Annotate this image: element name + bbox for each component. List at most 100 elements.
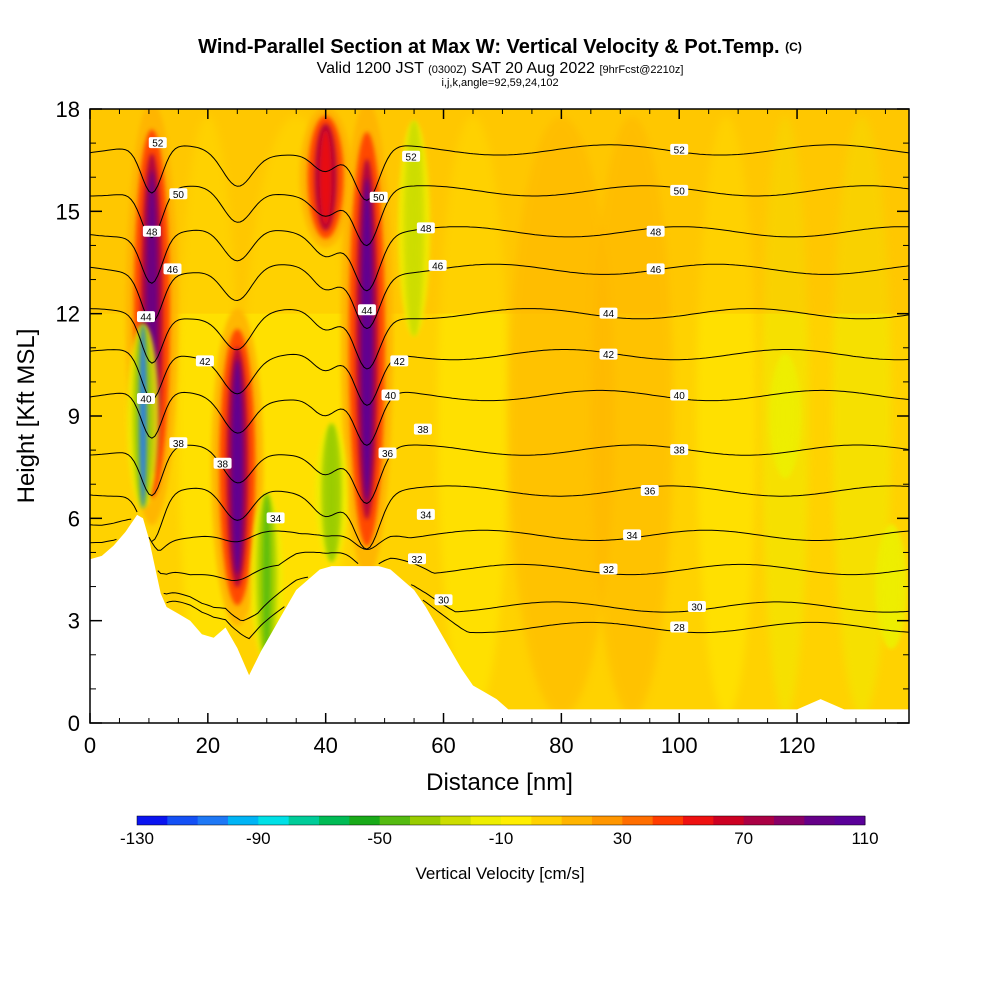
x-tick-label: 100 [661, 733, 698, 758]
contour-label-44: 44 [599, 307, 618, 320]
contour-label-50: 50 [369, 191, 388, 204]
colorbar-swatch [531, 816, 563, 825]
terrain-fill [90, 514, 909, 723]
contour-label-bg [413, 423, 432, 435]
contour-label-50: 50 [670, 184, 689, 197]
contour-label-46: 46 [428, 259, 447, 272]
contour-label-bg [428, 259, 447, 271]
theta-contour-36 [90, 485, 909, 550]
contour-label-bg [670, 444, 689, 456]
theta-contour-44 [90, 308, 909, 370]
contour-label-bg [136, 392, 155, 404]
contour-label-text: 42 [394, 357, 406, 368]
x-tick-label: 0 [84, 733, 96, 758]
contour-label-text: 44 [140, 313, 152, 324]
theta-contour-30 [163, 576, 909, 622]
contour-label-text: 46 [167, 265, 179, 276]
field-band [508, 116, 615, 716]
contour-label-bg [599, 563, 618, 575]
colorbar-swatch [774, 816, 805, 825]
contour-label-30: 30 [687, 601, 706, 614]
contour-label-bg [163, 263, 182, 275]
contour-label-text: 30 [691, 603, 703, 614]
contour-label-bg [142, 225, 161, 237]
chart-title: Wind-Parallel Section at Max W: Vertical… [0, 36, 1000, 58]
contour-label-bg [416, 222, 435, 234]
contour-labels: 28 30 32 34 36 38 40 42 44 46 48 50 52 52 50 48 46 44 42 40… [136, 137, 706, 634]
contour-label-bg [599, 348, 618, 360]
contour-label-38: 38 [213, 457, 232, 470]
contour-label-text: 46 [432, 261, 444, 272]
contour-label-38: 38 [169, 437, 188, 450]
forecast-info: [9hrFcst@2210z] [599, 64, 684, 76]
updraft-core [360, 178, 373, 501]
contour-label-bg [646, 263, 665, 275]
contour-label-text: 52 [674, 145, 686, 156]
contour-label-36: 36 [640, 485, 659, 498]
contour-label-bg [599, 307, 618, 319]
contour-label-34: 34 [623, 529, 642, 542]
contour-label-text: 52 [406, 152, 418, 163]
theta-contours [90, 144, 909, 640]
x-tick-label: 40 [313, 733, 337, 758]
contour-label-52: 52 [148, 137, 167, 150]
colorbar-swatch [622, 816, 654, 825]
contour-label-text: 46 [650, 265, 662, 276]
contour-label-text: 38 [417, 425, 429, 436]
colorbar-tick-label: 30 [613, 829, 632, 848]
contour-label-text: 34 [420, 510, 432, 521]
colorbar-swatch [349, 816, 381, 825]
contour-label-42: 42 [390, 355, 409, 368]
colorbar-swatch [713, 816, 745, 825]
contour-label-42: 42 [195, 355, 214, 368]
colorbar-swatch [410, 816, 441, 825]
contour-label-50: 50 [169, 188, 188, 201]
theta-contour-52 [90, 144, 909, 201]
contour-label-bg [623, 529, 642, 541]
x-axis-label: Distance [nm] [426, 769, 573, 796]
contour-label-44: 44 [357, 304, 376, 317]
contour-label-bg [687, 601, 706, 613]
contour-label-text: 50 [373, 193, 385, 204]
contour-label-46: 46 [163, 263, 182, 276]
contour-label-text: 34 [270, 514, 282, 525]
x-tick-label: 120 [779, 733, 816, 758]
contour-label-40: 40 [670, 389, 689, 402]
valid-time-line: Valid 1200 JST (0300Z) SAT 20 Aug 2022 [… [0, 60, 1000, 79]
colorbar-swatch [743, 816, 775, 825]
contour-label-28: 28 [670, 621, 689, 634]
contour-label-bg [670, 184, 689, 196]
contour-label-48: 48 [416, 222, 435, 235]
contour-label-48: 48 [646, 225, 665, 238]
valid-time-main: Valid 1200 JST [316, 60, 424, 77]
colorbar-swatch [137, 816, 168, 825]
downdraft-core [262, 493, 271, 663]
theta-contour-42 [90, 349, 909, 406]
contour-label-text: 44 [603, 309, 615, 320]
y-tick-label: 18 [56, 97, 80, 122]
contour-label-38: 38 [670, 444, 689, 457]
y-tick-label: 15 [56, 199, 80, 224]
y-tick-label: 6 [68, 506, 80, 531]
field-upper-band [90, 109, 909, 314]
contour-label-bg [136, 311, 155, 323]
contour-label-34: 34 [416, 508, 435, 521]
chart-title-text: Wind-Parallel Section at Max W: Vertical… [198, 36, 780, 58]
contour-label-text: 30 [438, 596, 450, 607]
contour-label-text: 42 [603, 350, 615, 361]
contour-label-48: 48 [142, 225, 161, 238]
contour-label-bg [390, 355, 409, 367]
colorbar-swatch [379, 816, 411, 825]
contour-label-text: 48 [420, 224, 432, 235]
downdraft-core [410, 120, 419, 336]
contour-label-bg [402, 150, 421, 162]
contour-label-36: 36 [378, 447, 397, 460]
contour-label-44: 44 [136, 311, 155, 324]
colorbar-swatch [470, 816, 502, 825]
terrain [90, 514, 909, 723]
contour-label-text: 28 [674, 623, 686, 634]
x-tick-label: 60 [431, 733, 455, 758]
x-tick-label: 80 [549, 733, 573, 758]
colorbar-swatch [561, 816, 593, 825]
